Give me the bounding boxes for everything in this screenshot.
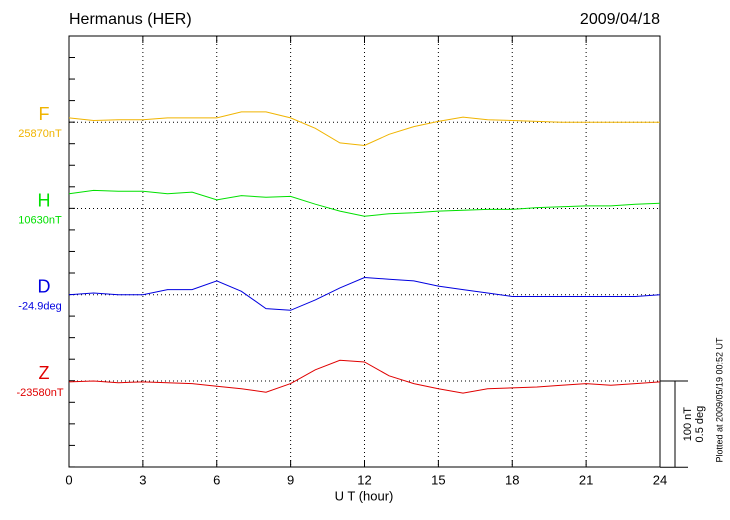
chart-date: 2009/04/18 xyxy=(580,11,660,28)
x-tick-label: 21 xyxy=(579,472,593,487)
x-tick-label: 18 xyxy=(505,472,519,487)
series-name: H xyxy=(38,190,51,210)
series-name: D xyxy=(38,277,51,297)
x-tick-label: 3 xyxy=(139,472,146,487)
x-tick-label: 9 xyxy=(287,472,294,487)
baseline-label: -24.9deg xyxy=(18,301,61,313)
chart-title: Hermanus (HER) xyxy=(69,11,192,28)
x-axis-label: U T (hour) xyxy=(335,488,394,503)
baseline-label: -23580nT xyxy=(16,387,63,399)
trace xyxy=(68,359,661,394)
scale-label: 100 nT xyxy=(682,407,694,442)
baseline-label: 25870nT xyxy=(18,128,62,140)
x-tick-label: 0 xyxy=(65,472,72,487)
trace xyxy=(68,189,661,217)
x-tick-label: 12 xyxy=(357,472,371,487)
scale-label: 0.5 deg xyxy=(694,406,706,443)
series-name: Z xyxy=(39,363,50,383)
x-tick-label: 24 xyxy=(653,472,667,487)
baseline-label: 10630nT xyxy=(18,214,62,226)
trace xyxy=(68,276,661,311)
x-tick-label: 15 xyxy=(431,472,445,487)
trace xyxy=(68,111,660,147)
x-tick-label: 6 xyxy=(213,472,220,487)
series-name: F xyxy=(39,104,50,124)
footer: Plotted at 2009/05/19 00:52 UT xyxy=(714,337,724,463)
